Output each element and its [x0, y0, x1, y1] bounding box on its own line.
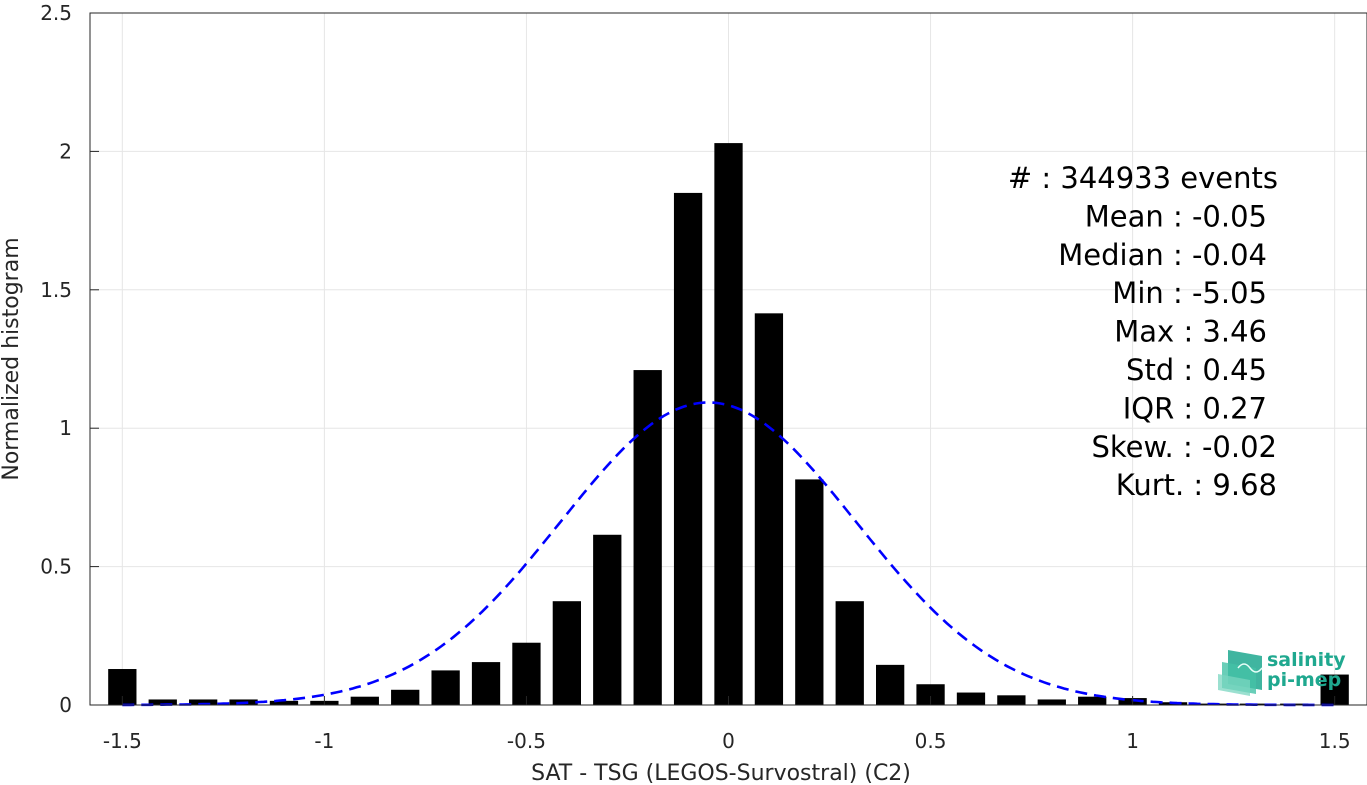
histogram-bar [795, 479, 824, 705]
stats-line: Kurt. : 9.68 [1116, 468, 1277, 502]
histogram-bar [714, 143, 743, 705]
x-axis-label: SAT - TSG (LEGOS-Survostral) (C2) [531, 761, 911, 785]
x-tick-label: 1 [1126, 729, 1139, 753]
stats-line: Min : -5.05 [1112, 276, 1267, 310]
y-axis-label: Normalized histogram [0, 237, 24, 480]
histogram-bar [431, 670, 460, 705]
histogram-bar [593, 534, 622, 705]
stats-line: # : 344933 events [1008, 161, 1278, 195]
x-tick-label: 0.5 [915, 729, 947, 753]
salinity-pimep-logo: salinity pi-mep [1218, 649, 1346, 696]
x-tick-label: 1.5 [1319, 729, 1351, 753]
histogram-bar [997, 695, 1026, 705]
histogram-bar [552, 601, 581, 705]
histogram-bar [391, 689, 420, 705]
histogram-bar [956, 692, 986, 705]
histogram-bar [350, 696, 379, 705]
y-tick-label: 2.5 [40, 1, 72, 25]
histogram-bar [189, 699, 218, 705]
x-tick-label: 0 [722, 729, 735, 753]
x-tick-label: -1.5 [103, 729, 142, 753]
axis-ticks: -1.5 -1 -0.5 0 0.5 1 1.5 0 0.5 1 1.5 2 2.5 [40, 1, 1350, 753]
histogram-bar [633, 370, 662, 705]
stats-box: # : 344933 events Mean : -0.05 Median : -0… [1008, 161, 1278, 502]
stats-line: Std : 0.45 [1126, 353, 1267, 387]
y-tick-label: 2 [59, 139, 72, 163]
histogram-bar [754, 313, 784, 705]
histogram-bar [471, 662, 501, 705]
stats-line: IQR : 0.27 [1123, 391, 1267, 425]
histogram-bar [512, 642, 541, 705]
y-tick-label: 1.5 [40, 278, 72, 302]
histogram-bar [835, 601, 864, 705]
x-tick-label: -1 [314, 729, 334, 753]
logo-text-pimep: pi-mep [1267, 669, 1341, 691]
y-tick-label: 0.5 [40, 555, 72, 579]
stats-line: Skew. : -0.02 [1091, 430, 1277, 464]
histogram-bar [673, 192, 703, 706]
histogram-bar [876, 664, 905, 705]
histogram-bar [1078, 696, 1107, 705]
histogram-bar [916, 684, 945, 705]
y-tick-label: 1 [59, 416, 72, 440]
logo-mark-icon [1218, 650, 1263, 696]
histogram-bar [148, 699, 177, 705]
histogram-bar [269, 700, 299, 705]
logo-text-salinity: salinity [1267, 649, 1346, 671]
histogram-bar [1037, 699, 1066, 705]
x-tick-label: -0.5 [507, 729, 546, 753]
stats-line: Max : 3.46 [1114, 315, 1267, 349]
stats-line: Mean : -0.05 [1085, 199, 1267, 233]
y-tick-label: 0 [59, 693, 72, 717]
stats-line: Median : -0.04 [1058, 238, 1267, 272]
